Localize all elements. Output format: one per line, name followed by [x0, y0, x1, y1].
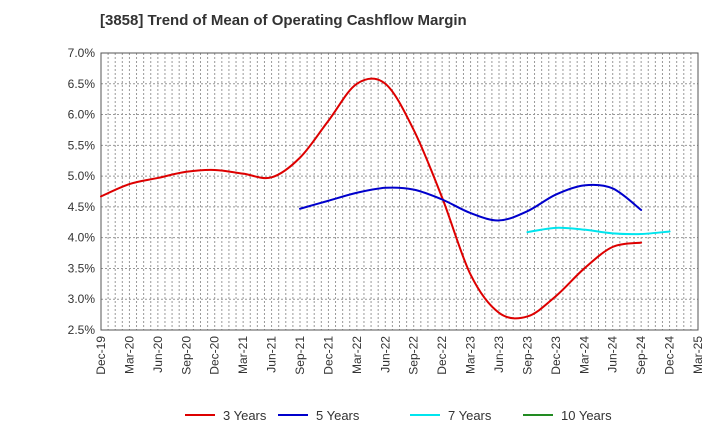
x-tick-label: Jun-21	[265, 336, 279, 373]
series-lines	[100, 77, 671, 320]
legend-label-7-years: 7 Years	[448, 408, 492, 423]
chart-title: [3858] Trend of Mean of Operating Cashfl…	[100, 12, 467, 29]
series-line-5-years	[299, 183, 643, 222]
x-tick-label: Sep-22	[407, 336, 421, 375]
x-tick-label: Mar-21	[236, 336, 250, 374]
x-tick-label: Mar-24	[577, 336, 591, 374]
x-tick-label: Mar-25	[691, 336, 705, 374]
y-tick-label: 4.5%	[68, 200, 96, 214]
x-tick-label: Jun-22	[378, 336, 392, 373]
plot-frame	[100, 52, 699, 331]
legend-label-3-years: 3 Years	[223, 408, 267, 423]
series-line-7-years	[526, 226, 671, 236]
y-tick-label: 7.0%	[68, 46, 96, 60]
axes: 2.5% 3.0% 3.5% 4.0% 4.5% 5.0% 5.5% 6.0% 6.5% 7.0%…	[68, 46, 705, 375]
y-tick-label: 2.5%	[68, 323, 96, 337]
x-tick-label: Sep-24	[634, 336, 648, 375]
x-tick-label: Sep-21	[293, 336, 307, 375]
series-line-3-years	[100, 77, 643, 320]
legend-label-10-years: 10 Years	[561, 408, 612, 423]
x-tick-label: Dec-20	[208, 336, 222, 375]
x-tick-label: Mar-22	[350, 336, 364, 374]
y-tick-label: 3.5%	[68, 261, 96, 275]
y-tick-label: 4.0%	[68, 231, 96, 245]
x-tick-label: Jun-20	[151, 336, 165, 373]
x-tick-label: Jun-24	[606, 336, 620, 373]
y-tick-label: 6.0%	[68, 108, 96, 122]
x-tick-label: Sep-23	[520, 336, 534, 375]
x-tick-label: Mar-23	[464, 336, 478, 374]
legend-label-5-years: 5 Years	[316, 408, 360, 423]
y-tick-label: 5.5%	[68, 138, 96, 152]
legend: 3 Years 5 Years 7 Years 10 Years	[185, 408, 612, 423]
grid	[100, 52, 698, 331]
x-tick-label: Dec-19	[94, 336, 108, 375]
x-tick-label: Dec-21	[321, 336, 335, 375]
x-tick-label: Mar-20	[122, 336, 136, 374]
x-tick-label: Sep-20	[179, 336, 193, 375]
x-tick-label: Jun-23	[492, 336, 506, 373]
x-tick-label: Dec-24	[663, 336, 677, 375]
x-tick-label: Dec-23	[549, 336, 563, 375]
y-tick-label: 3.0%	[68, 292, 96, 306]
y-tick-label: 5.0%	[68, 169, 96, 183]
plot-area	[101, 53, 698, 330]
x-tick-label: Dec-22	[435, 336, 449, 375]
y-tick-label: 6.5%	[68, 77, 96, 91]
